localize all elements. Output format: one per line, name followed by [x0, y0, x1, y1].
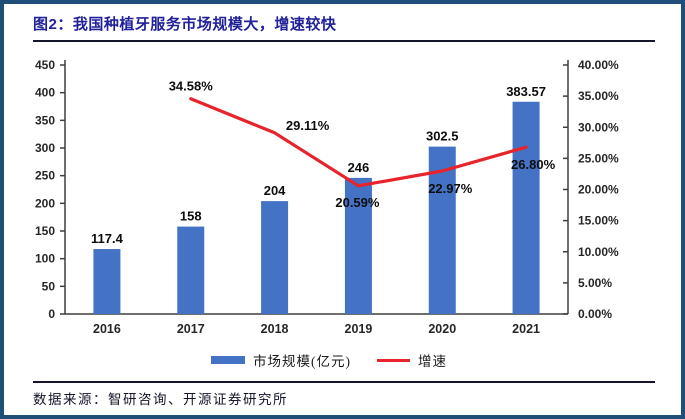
svg-text:117.4: 117.4: [91, 231, 124, 246]
svg-text:250: 250: [35, 169, 55, 183]
svg-text:15.00%: 15.00%: [578, 214, 619, 228]
svg-text:26.80%: 26.80%: [511, 157, 556, 172]
svg-text:30.00%: 30.00%: [578, 120, 619, 134]
title-underline: [33, 40, 655, 42]
svg-text:246: 246: [348, 160, 370, 175]
svg-text:450: 450: [35, 58, 55, 72]
svg-text:2019: 2019: [345, 322, 373, 336]
legend-item-market-size: 市场规模(亿元): [211, 350, 351, 370]
svg-text:29.11%: 29.11%: [286, 118, 330, 133]
svg-text:34.58%: 34.58%: [169, 79, 214, 94]
legend-label-growth: 增速: [418, 354, 447, 369]
svg-text:350: 350: [35, 113, 55, 127]
svg-text:383.57: 383.57: [506, 84, 546, 99]
svg-text:35.00%: 35.00%: [578, 89, 619, 103]
svg-text:2020: 2020: [428, 322, 456, 336]
svg-text:200: 200: [35, 196, 55, 210]
line-series-swatch-icon: [377, 358, 410, 362]
svg-text:150: 150: [35, 224, 55, 238]
svg-text:302.5: 302.5: [426, 129, 459, 144]
figure-title: 图2：我国种植牙服务市场规模大，增速较快: [33, 16, 337, 33]
svg-text:158: 158: [180, 209, 202, 224]
svg-text:2021: 2021: [512, 322, 540, 336]
legend-label-market-size: 市场规模(亿元): [253, 354, 351, 369]
svg-text:20.59%: 20.59%: [335, 195, 380, 210]
svg-text:400: 400: [35, 86, 55, 100]
bar-series-swatch-icon: [211, 356, 245, 364]
chart-legend: 市场规模(亿元) 增速: [4, 350, 654, 370]
svg-text:5.00%: 5.00%: [578, 276, 612, 290]
svg-text:2017: 2017: [177, 322, 205, 336]
svg-text:204: 204: [264, 183, 286, 198]
svg-text:22.97%: 22.97%: [428, 181, 473, 196]
chart-canvas: 0 50 100 150 200 250 300 350 400 450 0.00% 5.00% 10.…: [35, 58, 619, 336]
data-source-text: 数据来源：智研咨询、开源证券研究所: [33, 392, 288, 407]
svg-text:2018: 2018: [261, 322, 289, 336]
svg-text:20.00%: 20.00%: [578, 183, 619, 197]
svg-text:40.00%: 40.00%: [578, 58, 619, 72]
svg-text:10.00%: 10.00%: [578, 245, 619, 259]
svg-text:25.00%: 25.00%: [578, 151, 619, 165]
legend-item-growth: 增速: [377, 350, 447, 370]
svg-text:50: 50: [42, 279, 56, 293]
svg-text:0: 0: [48, 307, 55, 321]
source-divider: [33, 381, 655, 383]
svg-text:100: 100: [35, 252, 55, 266]
svg-text:2016: 2016: [93, 322, 121, 336]
svg-text:0.00%: 0.00%: [578, 307, 612, 321]
svg-text:300: 300: [35, 141, 55, 155]
